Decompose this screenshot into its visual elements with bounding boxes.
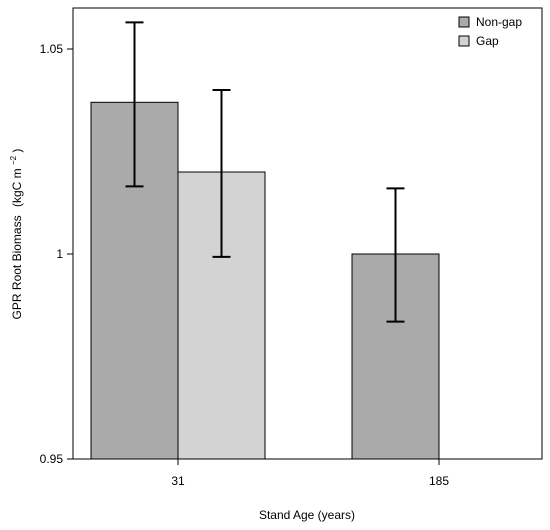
- y-axis-title-superscript: −2: [9, 155, 18, 165]
- x-axis-title: Stand Age (years): [259, 508, 355, 522]
- y-axis-title: GPR Root Biomass (kgC m −2 ): [5, 149, 24, 320]
- legend-label-non-gap: Non-gap: [476, 15, 522, 29]
- y-axis-title-close: ): [10, 149, 24, 153]
- y-axis-title-unit: (kgC m: [10, 168, 24, 207]
- y-tick-label-0.95: 0.95: [40, 452, 64, 466]
- y-tick-label-1: 1: [56, 247, 63, 261]
- x-tick-label-31: 31: [171, 474, 185, 488]
- legend: Non-gap Gap: [458, 15, 522, 48]
- legend-swatch-gap: [458, 35, 470, 47]
- plot-frame: [72, 7, 543, 460]
- y-axis-title-main: GPR Root Biomass: [10, 215, 24, 319]
- x-tick-label-185: 185: [429, 474, 449, 488]
- legend-swatch-non-gap: [458, 16, 470, 28]
- bars-layer: [90, 101, 440, 460]
- error-bars-layer: [125, 21, 405, 323]
- y-axis: 0.95 1 1.05: [40, 42, 73, 466]
- x-axis: 31 185: [171, 459, 449, 488]
- legend-label-gap: Gap: [476, 34, 499, 48]
- y-tick-label-1.05: 1.05: [40, 42, 64, 56]
